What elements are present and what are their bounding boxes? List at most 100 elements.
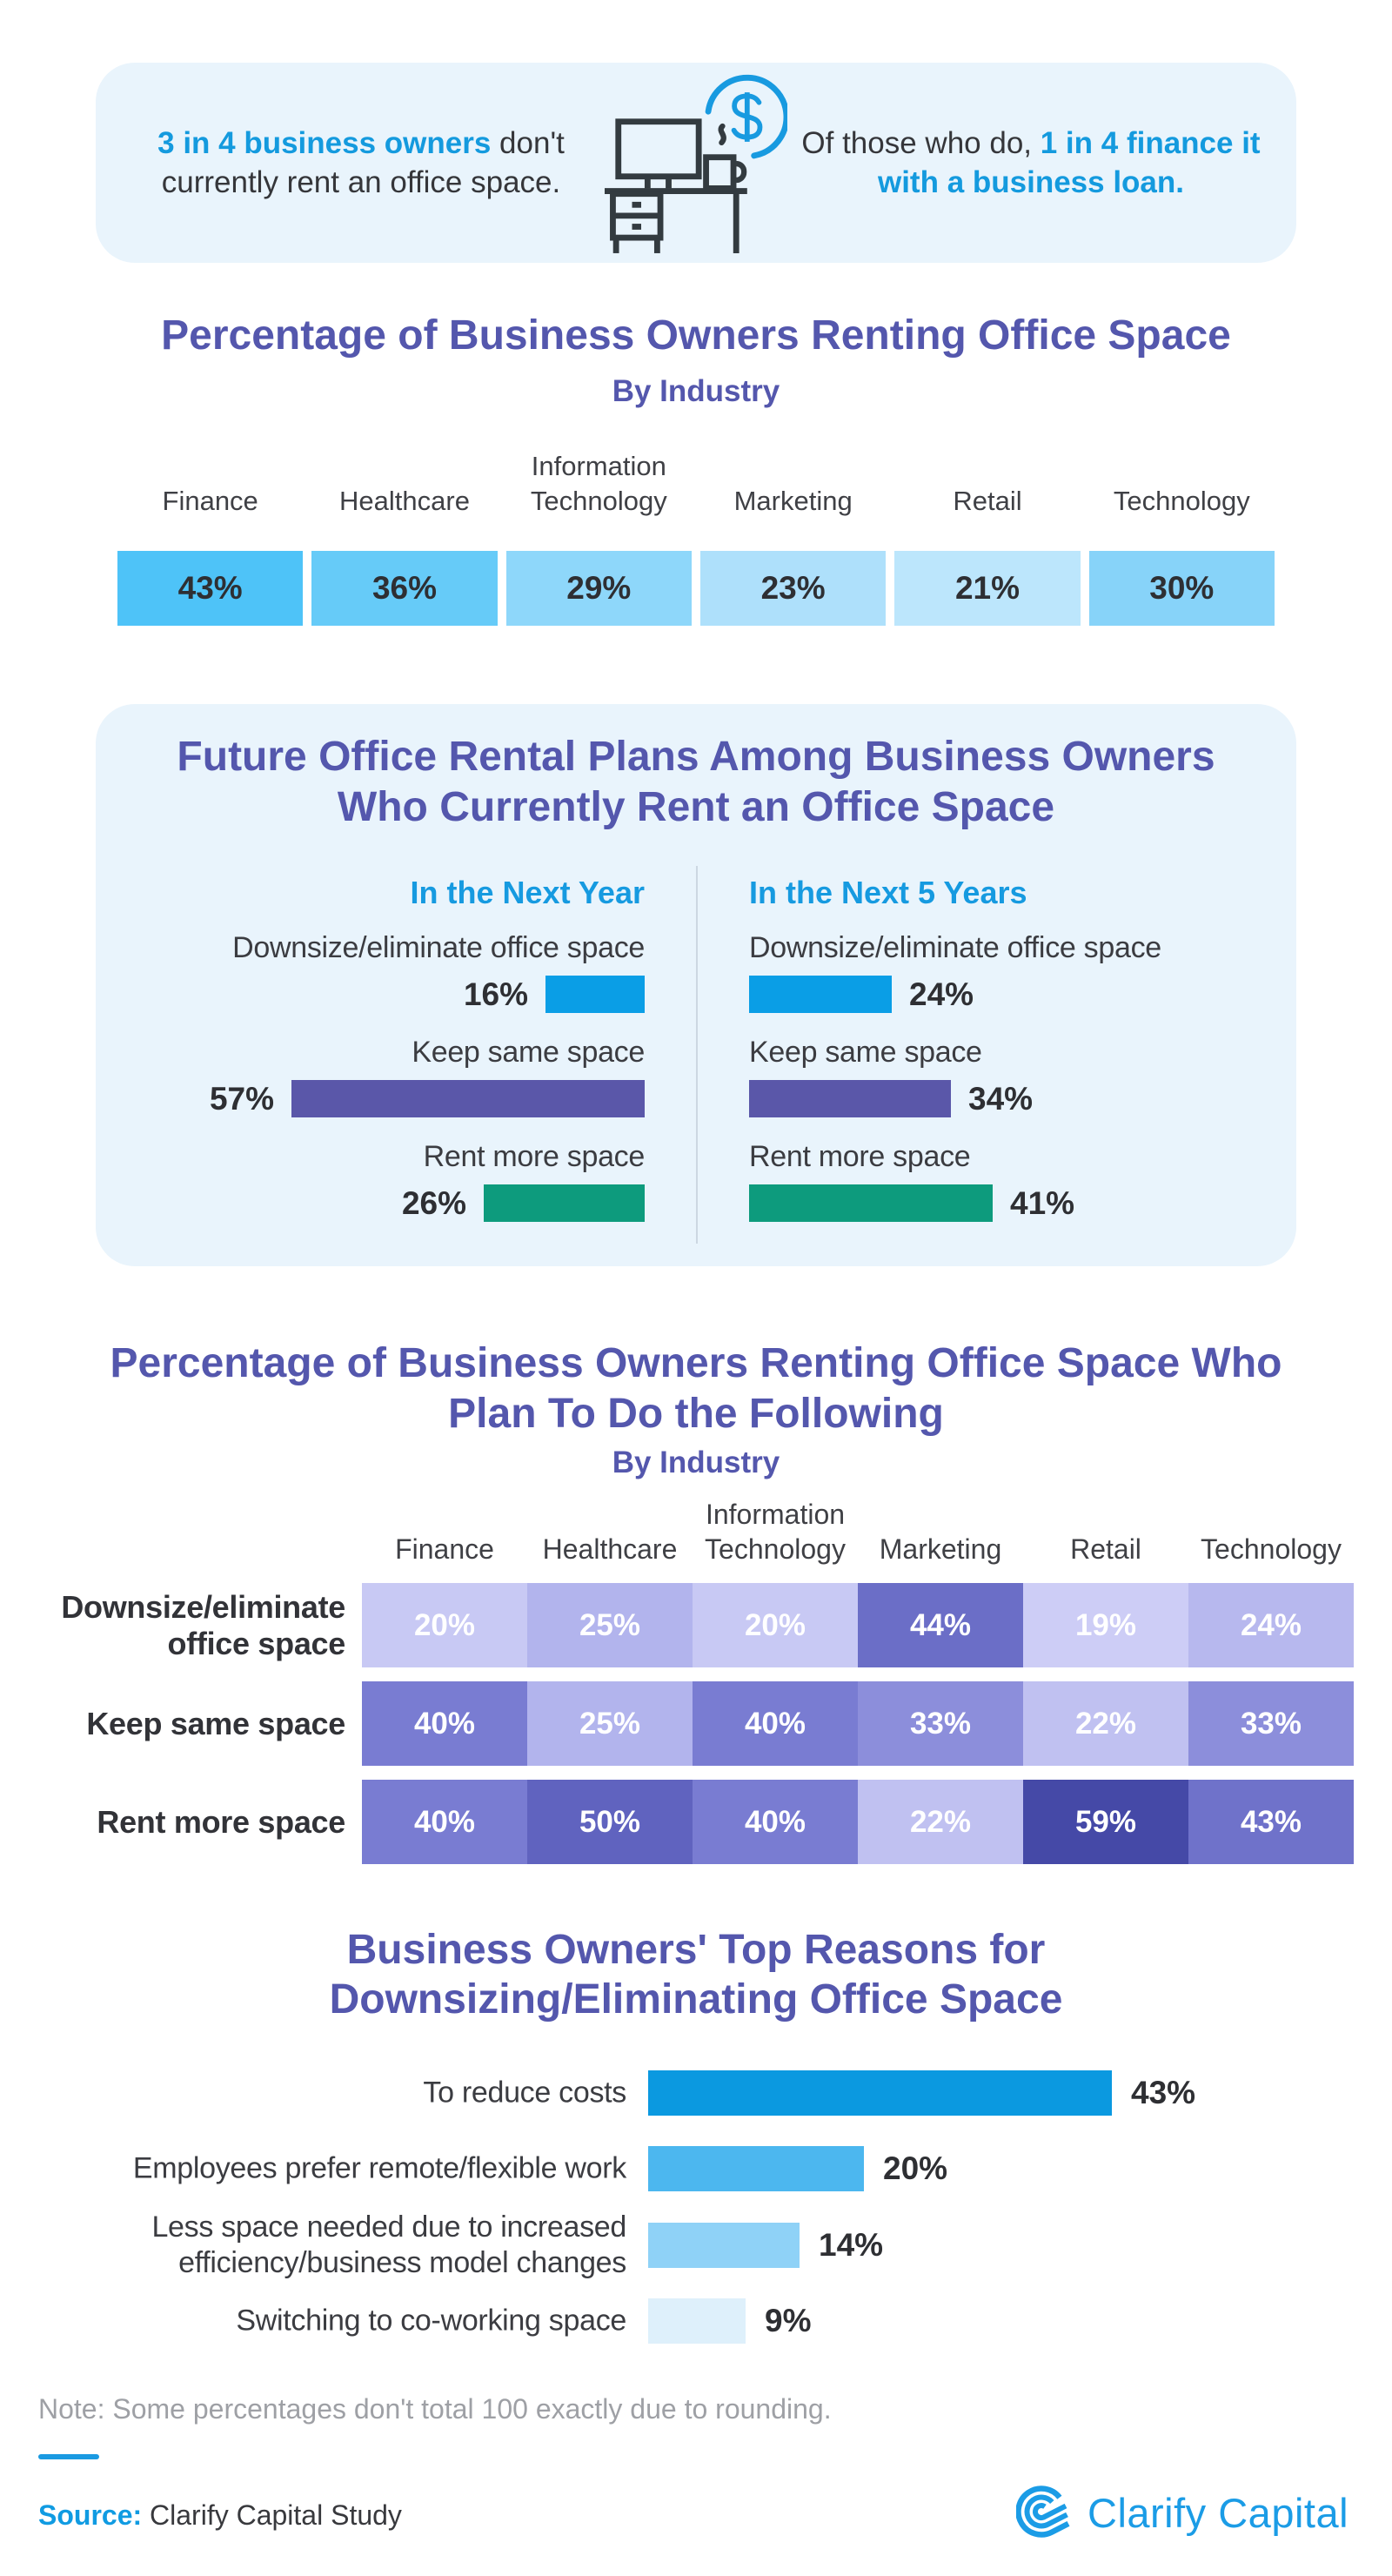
matrix-column-header: Marketing (879, 1533, 1002, 1565)
matrix-row-label: Downsize/eliminate office space (61, 1588, 345, 1661)
reason-bar-row: To reduce costs 43% (0, 2070, 1392, 2116)
matrix-column-header: Technology (1201, 1533, 1342, 1565)
clarify-capital-logo-text: Clarify Capital (1088, 2489, 1349, 2536)
plans-next-5-years-column: In the Next 5 Years Downsize/eliminate of… (749, 875, 1201, 1242)
matrix-cell: 40% (362, 1681, 527, 1766)
reason-bar (648, 2146, 864, 2191)
reason-bar-label: Employees prefer remote/flexible work (0, 2151, 626, 2187)
matrix-cell: 24% (1188, 1583, 1354, 1667)
reason-bar-label: To reduce costs (0, 2076, 626, 2111)
plan-bar-label: Downsize/eliminate office space (232, 931, 645, 964)
industry-column-label: Technology (1113, 486, 1250, 516)
banner-right-text: Of those who do, 1 in 4 finance it with … (787, 124, 1275, 202)
matrix-cell: 50% (527, 1780, 693, 1864)
source-label: Source: (38, 2499, 143, 2531)
matrix-cell: 20% (362, 1583, 527, 1667)
plans-next-year-column: In the Next Year Downsize/eliminate offic… (192, 875, 645, 1242)
banner-right-prefix: Of those who do, (801, 126, 1041, 160)
rental-plans-title-line1: Future Office Rental Plans Among Busines… (177, 734, 1215, 780)
matrix-column-headers: Finance Healthcare Information Technology M… (362, 1490, 1354, 1577)
matrix-cell: 25% (527, 1583, 693, 1667)
desk-computer-money-icon (605, 71, 787, 254)
plan-bar-label: Keep same space (749, 1036, 982, 1069)
clarify-capital-logo-icon (1016, 2485, 1070, 2538)
plan-bar (545, 976, 645, 1013)
plan-bar-label: Rent more space (749, 1140, 971, 1173)
industry-column-label: Information Technology (530, 451, 667, 516)
plan-bar-value: 16% (463, 976, 528, 1012)
plan-bar-value: 24% (909, 976, 974, 1012)
reasons-title: Business Owners' Top Reasons for Downsiz… (0, 1925, 1392, 2024)
plan-column-header: In the Next Year (410, 875, 645, 910)
reason-bar-label-line: efficiency/business model changes (178, 2246, 626, 2279)
industry-value-block: 29% (505, 551, 692, 626)
rental-plans-title-line2: Who Currently Rent an Office Space (337, 784, 1055, 830)
reason-bar-value: 9% (765, 2303, 812, 2338)
reason-bar-row: Employees prefer remote/flexible work 20% (0, 2146, 1392, 2191)
reason-bar (648, 2298, 746, 2344)
matrix-cell: 43% (1188, 1780, 1354, 1864)
rounding-note: Note: Some percentages don't total 100 e… (38, 2393, 832, 2425)
matrix-column-header: Information Technology (705, 1499, 846, 1565)
reasons-title-line1: Business Owners' Top Reasons for (346, 1927, 1046, 1973)
matrix-row-label: Keep same space (86, 1705, 345, 1741)
matrix-row-label: Rent more space (97, 1803, 345, 1840)
plan-bar-label: Downsize/eliminate office space (749, 931, 1161, 964)
plan-bar-row: 41% (749, 1184, 1074, 1222)
note-underline (38, 2454, 99, 2459)
banner-right-highlight2: with a business loan. (877, 165, 1185, 199)
column-divider (696, 866, 698, 1244)
matrix-column-header: Retail (1070, 1533, 1141, 1565)
reason-bar-label-line: To reduce costs (423, 2076, 626, 2110)
matrix-column-header: Healthcare (542, 1533, 678, 1565)
matrix-cell: 40% (693, 1780, 858, 1864)
plan-bar (749, 1080, 951, 1117)
plan-bar (291, 1080, 645, 1117)
industry-value-block: 21% (894, 551, 1081, 626)
reason-bar-row: Less space needed due to increased effici… (0, 2210, 1392, 2279)
industry-value-block: 36% (311, 551, 498, 626)
source-line: Source: Clarify Capital Study (38, 2499, 402, 2532)
reasons-title-line2: Downsizing/Eliminating Office Space (329, 1976, 1063, 2023)
banner-left-rest: don't (491, 126, 565, 160)
plan-bar-row: 26% (402, 1184, 645, 1222)
matrix-cell: 40% (362, 1780, 527, 1864)
plan-column-header: In the Next 5 Years (749, 875, 1027, 910)
matrix-cell: 22% (858, 1780, 1023, 1864)
top-stat-banner: 3 in 4 business owners don't currently r… (96, 63, 1296, 263)
matrix-cell: 19% (1023, 1583, 1188, 1667)
reason-bar-value: 20% (883, 2150, 948, 2186)
matrix-row: 20% 25% 20% 44% 19% 24% (362, 1583, 1354, 1667)
plan-bar-label: Rent more space (423, 1140, 646, 1173)
matrix-row: 40% 50% 40% 22% 59% 43% (362, 1780, 1354, 1864)
industry-labels: Finance Healthcare Information Technology M… (117, 435, 1275, 519)
rental-plans-panel: Future Office Rental Plans Among Busines… (96, 704, 1296, 1266)
industry-value-block: 30% (1088, 551, 1275, 626)
reason-bar-value: 14% (819, 2227, 884, 2263)
matrix-title-line2: Plan To Do the Following (448, 1391, 944, 1437)
plan-bar-row: 34% (749, 1080, 1033, 1117)
reason-bar (648, 2223, 800, 2268)
matrix-column-header: Finance (395, 1533, 494, 1565)
reason-bar-row: Switching to co-working space 9% (0, 2298, 1392, 2344)
source-text: Clarify Capital Study (142, 2499, 402, 2531)
reason-bar-label-line: Switching to co-working space (236, 2304, 626, 2338)
matrix-cell: 33% (1188, 1681, 1354, 1766)
industry-blocks: 43% 36% 29% 23% 21% 30% (117, 551, 1275, 626)
clarify-capital-logo: Clarify Capital (1016, 2483, 1348, 2542)
rental-plans-title: Future Office Rental Plans Among Busines… (96, 732, 1296, 833)
industry-column-label: Finance (162, 486, 258, 516)
banner-left-line2: currently rent an office space. (161, 165, 561, 199)
industry-value-block: 43% (117, 551, 304, 626)
plan-bar-label: Keep same space (412, 1036, 645, 1069)
reason-bar-label-line: Less space needed due to increased (151, 2210, 626, 2244)
industry-chart-title: Percentage of Business Owners Renting Of… (161, 312, 1231, 359)
industry-chart-subtitle: By Industry (612, 374, 780, 408)
industry-column-label: Marketing (733, 486, 853, 516)
matrix-cell: 40% (693, 1681, 858, 1766)
banner-left-highlight: 3 in 4 business owners (157, 126, 492, 160)
plan-bar-value: 26% (401, 1184, 466, 1221)
plan-bar (749, 1184, 993, 1222)
plan-bar-value: 34% (968, 1080, 1034, 1117)
plan-bar-value: 57% (209, 1080, 274, 1117)
